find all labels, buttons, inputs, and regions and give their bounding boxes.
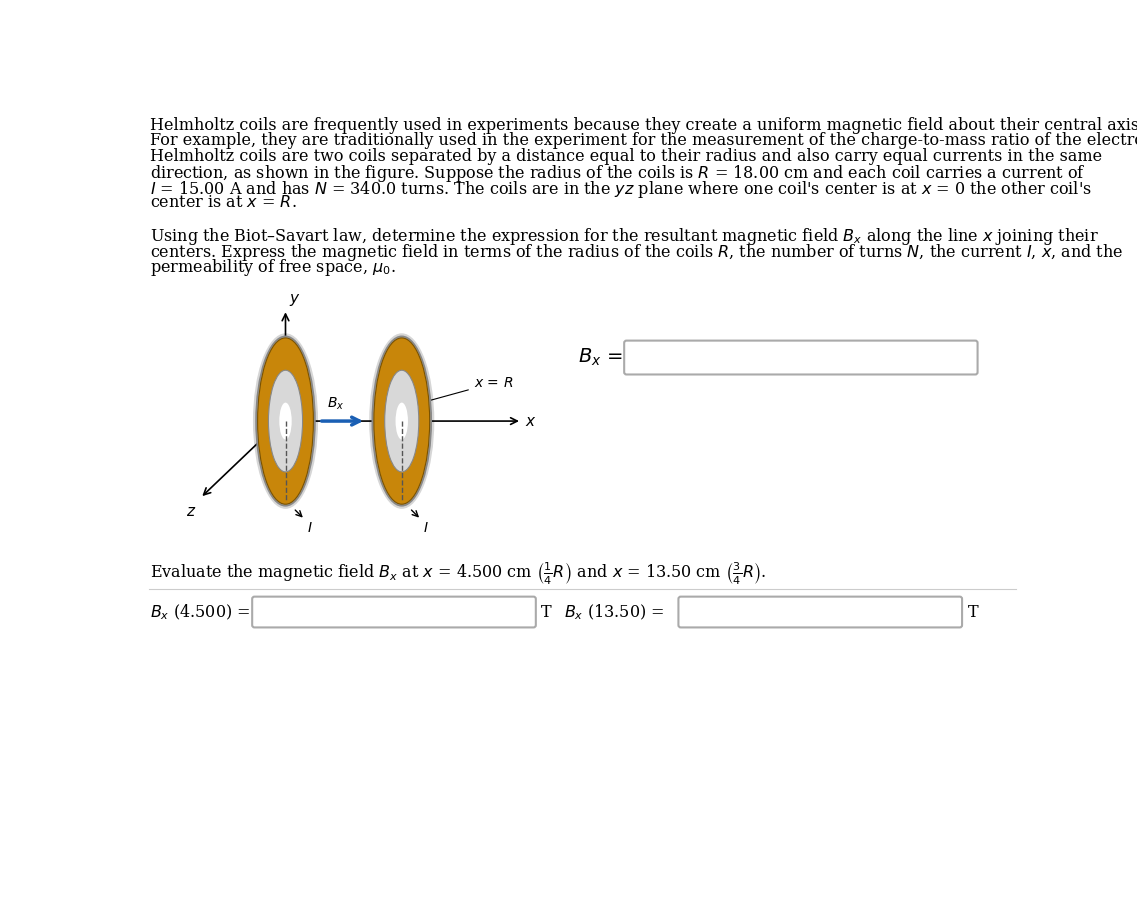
- FancyBboxPatch shape: [624, 341, 978, 375]
- Text: $z$: $z$: [186, 504, 197, 520]
- Text: T: T: [541, 604, 551, 620]
- FancyBboxPatch shape: [679, 596, 962, 628]
- Text: $x$: $x$: [525, 414, 537, 428]
- Ellipse shape: [372, 336, 431, 506]
- Ellipse shape: [374, 338, 430, 504]
- Text: center is at $x$ = $R$.: center is at $x$ = $R$.: [150, 194, 297, 211]
- Text: $I$ = 15.00 A and has $N$ = 340.0 turns. The coils are in the $yz$ plane where o: $I$ = 15.00 A and has $N$ = 340.0 turns.…: [150, 178, 1092, 199]
- Ellipse shape: [370, 333, 434, 509]
- Text: direction, as shown in the figure. Suppose the radius of the coils is $R$ = 18.0: direction, as shown in the figure. Suppo…: [150, 163, 1086, 184]
- Text: For example, they are traditionally used in the experiment for the measurement o: For example, they are traditionally used…: [150, 132, 1137, 150]
- Text: $R$: $R$: [385, 455, 397, 472]
- Text: $B_x$ =: $B_x$ =: [579, 347, 623, 368]
- Text: $x$ = R: $x$ = R: [421, 376, 513, 404]
- Ellipse shape: [396, 402, 408, 439]
- Text: $B_x$ (4.500) =: $B_x$ (4.500) =: [150, 603, 250, 622]
- Text: Evaluate the magnetic field $B_x$ at $x$ = 4.500 cm $\left(\frac{1}{4}R\right)$ : Evaluate the magnetic field $B_x$ at $x$…: [150, 559, 766, 586]
- Text: Helmholtz coils are two coils separated by a distance equal to their radius and : Helmholtz coils are two coils separated …: [150, 148, 1102, 164]
- Text: centers. Express the magnetic field in terms of the radius of the coils $R$, the: centers. Express the magnetic field in t…: [150, 242, 1123, 263]
- Text: $R$: $R$: [269, 455, 281, 472]
- Text: $I$: $I$: [423, 521, 429, 535]
- Ellipse shape: [256, 336, 315, 506]
- Text: $y$: $y$: [289, 292, 300, 308]
- Text: permeability of free space, $\mu_0$.: permeability of free space, $\mu_0$.: [150, 258, 396, 278]
- Ellipse shape: [258, 338, 314, 504]
- Ellipse shape: [252, 333, 318, 509]
- Text: T: T: [968, 604, 978, 620]
- Text: $B_x$ (13.50) =: $B_x$ (13.50) =: [564, 603, 665, 622]
- Ellipse shape: [384, 370, 418, 472]
- FancyBboxPatch shape: [252, 596, 536, 628]
- Text: Helmholtz coils are frequently used in experiments because they create a uniform: Helmholtz coils are frequently used in e…: [150, 117, 1137, 134]
- Ellipse shape: [280, 402, 292, 439]
- Ellipse shape: [268, 370, 302, 472]
- Text: Using the Biot–Savart law, determine the expression for the resultant magnetic f: Using the Biot–Savart law, determine the…: [150, 226, 1098, 247]
- Text: $B_x$: $B_x$: [326, 395, 345, 412]
- Text: $I$: $I$: [307, 521, 313, 535]
